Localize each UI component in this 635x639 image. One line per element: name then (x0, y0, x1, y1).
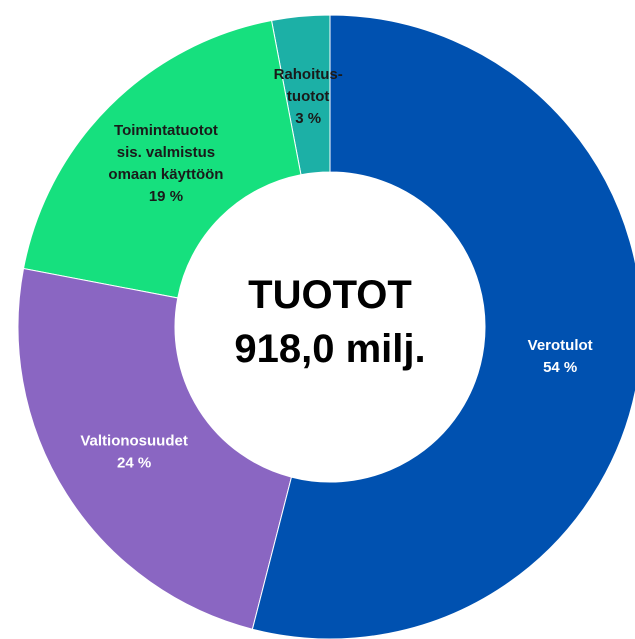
category-label: Valtionosuudet (80, 432, 188, 449)
donut-slice (251, 14, 635, 639)
value-label: 19 % (149, 188, 183, 205)
center-total: 918,0 milj. (234, 327, 425, 371)
donut-slice (22, 19, 302, 299)
category-label: Rahoitus-tuotot (274, 66, 343, 105)
donut-slice (17, 267, 293, 630)
category-label: Toimintatuotot sis. valmistus omaan käyttö… (108, 122, 223, 183)
category-label: Verotulot (528, 337, 593, 354)
center-title: TUOTOT (248, 273, 412, 317)
value-label: 24 % (117, 454, 151, 471)
value-label: 54 % (543, 359, 577, 376)
value-label: 3 % (295, 110, 321, 127)
